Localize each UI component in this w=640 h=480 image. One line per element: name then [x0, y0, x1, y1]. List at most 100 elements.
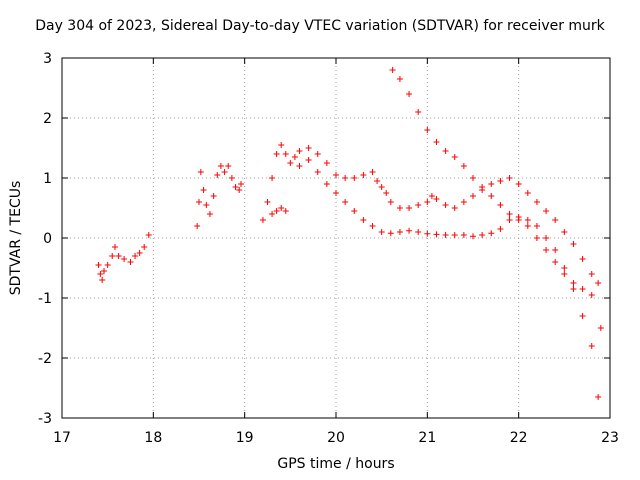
data-point — [406, 205, 413, 211]
data-point — [99, 277, 106, 283]
data-point — [342, 199, 349, 205]
x-tick-label: 23 — [601, 430, 619, 446]
data-point — [145, 232, 152, 238]
grid — [62, 58, 610, 418]
data-point — [369, 223, 376, 229]
data-point — [588, 343, 595, 349]
data-point — [97, 271, 104, 277]
data-point — [460, 232, 467, 238]
data-point — [323, 160, 330, 166]
data-point — [470, 175, 476, 181]
data-point — [588, 292, 595, 298]
data-point — [269, 211, 276, 217]
data-point — [236, 187, 243, 193]
data-point — [291, 154, 298, 160]
data-point — [273, 151, 280, 157]
data-point — [497, 226, 504, 232]
data-point — [424, 230, 431, 237]
x-tick-label: 17 — [53, 430, 71, 446]
data-point — [141, 244, 148, 250]
data-point — [115, 253, 122, 259]
x-tick-label: 21 — [418, 430, 436, 446]
data-point — [314, 169, 321, 175]
data-point — [369, 169, 376, 175]
data-point — [282, 208, 289, 214]
data-point — [433, 231, 440, 238]
data-point — [194, 223, 201, 229]
data-point — [488, 181, 495, 187]
data-point — [497, 178, 504, 184]
data-point — [561, 265, 568, 271]
data-point — [396, 229, 403, 235]
data-point — [433, 139, 440, 145]
data-point — [200, 187, 207, 193]
chart-title: Day 304 of 2023, Sidereal Day-to-day VTE… — [35, 18, 605, 34]
data-point — [442, 202, 449, 208]
data-point — [561, 229, 568, 235]
data-point — [570, 241, 577, 247]
data-point — [415, 109, 422, 115]
data-point — [378, 184, 385, 190]
data-point — [132, 253, 139, 259]
data-point — [351, 208, 358, 214]
data-point — [305, 145, 312, 151]
data-point — [442, 148, 449, 154]
plot-frame — [61, 57, 611, 419]
data-point — [387, 230, 394, 237]
data-point — [214, 172, 221, 178]
data-point — [121, 256, 128, 262]
data-point — [296, 148, 303, 154]
data-point — [203, 202, 210, 208]
data-point — [524, 217, 531, 223]
data-point — [515, 217, 522, 223]
x-tick-label: 22 — [510, 430, 528, 446]
data-point — [570, 286, 577, 292]
data-point — [579, 313, 586, 319]
data-point — [333, 172, 339, 178]
data-point — [136, 250, 143, 256]
y-tick-label: 2 — [43, 111, 52, 127]
data-point — [360, 172, 367, 178]
data-point — [579, 256, 586, 262]
data-point — [433, 196, 440, 202]
data-point — [428, 193, 435, 199]
data-point — [543, 235, 550, 241]
data-point — [579, 286, 586, 292]
data-point — [109, 253, 116, 259]
data-point — [552, 247, 559, 253]
data-point — [104, 262, 111, 268]
data-point — [561, 271, 568, 277]
data-point — [533, 223, 540, 229]
data-point — [460, 199, 467, 205]
data-point — [238, 181, 245, 187]
data-point — [406, 227, 413, 234]
data-point — [479, 232, 486, 238]
data-point — [228, 175, 235, 181]
data-point — [217, 163, 224, 169]
data-point — [396, 205, 403, 211]
data-point — [515, 181, 522, 187]
data-point — [296, 163, 303, 169]
data-point — [314, 151, 321, 157]
y-tick-label: 0 — [43, 231, 52, 247]
data-point — [387, 199, 394, 205]
data-point — [225, 163, 232, 169]
data-point — [442, 232, 449, 238]
x-tick-label: 20 — [327, 430, 345, 446]
data-point — [533, 199, 540, 205]
data-point — [269, 175, 276, 181]
data-point — [597, 325, 604, 331]
data-point — [595, 280, 602, 286]
data-point — [210, 193, 217, 199]
data-point — [424, 199, 431, 205]
y-tick-label: -2 — [38, 351, 52, 367]
x-tick-label: 18 — [144, 430, 162, 446]
data-point — [479, 184, 486, 190]
data-point — [196, 199, 202, 205]
data-point — [488, 193, 495, 199]
data-point — [588, 271, 595, 277]
data-point — [111, 244, 118, 250]
data-point — [506, 217, 513, 223]
data-point — [95, 262, 102, 268]
